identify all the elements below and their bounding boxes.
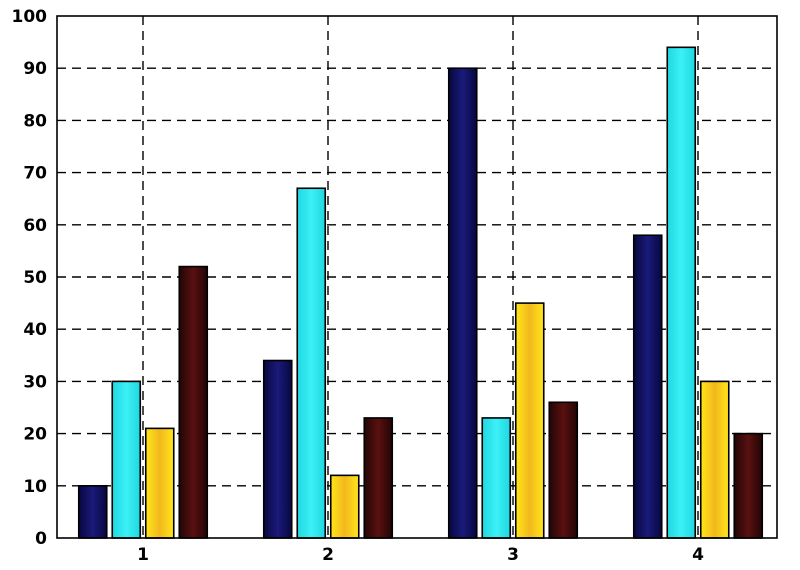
bar-series-2-cat-2 [296, 187, 327, 539]
bar-series-3-cat-4 [699, 380, 730, 539]
bar-series-4-cat-1 [178, 265, 209, 539]
bar-series-1-cat-4 [632, 234, 663, 539]
x-tick-label: 4 [692, 545, 704, 565]
bar-series-2-cat-3 [481, 417, 512, 539]
bar-series-4-cat-2 [363, 417, 394, 539]
x-axis-tick-labels: 1 2 3 4 [137, 545, 704, 565]
bar-series-1-cat-2 [262, 359, 293, 539]
bars [77, 46, 764, 539]
bar-series-2-cat-4 [666, 46, 697, 539]
y-tick-label: 90 [23, 59, 47, 79]
y-tick-label: 70 [23, 164, 47, 184]
y-axis-tick-labels: 0 10 20 30 40 50 60 70 80 90 100 [12, 7, 48, 549]
plot-frame [56, 15, 778, 539]
grid-lines [57, 16, 777, 538]
y-tick-label: 60 [23, 216, 47, 236]
bar-series-3-cat-1 [144, 427, 175, 539]
bar-series-4-cat-3 [548, 401, 579, 539]
y-tick-label: 30 [23, 372, 47, 392]
y-tick-label: 40 [23, 320, 47, 340]
y-tick-label: 0 [35, 529, 47, 549]
x-tick-label: 1 [137, 545, 149, 565]
bar-series-2-cat-1 [111, 380, 142, 539]
bar-series-1-cat-1 [77, 484, 108, 539]
x-tick-label: 2 [322, 545, 334, 565]
y-tick-label: 10 [23, 477, 47, 497]
y-tick-label: 20 [23, 425, 47, 445]
y-tick-label: 80 [23, 111, 47, 131]
bar-series-3-cat-3 [514, 302, 545, 539]
bar-series-3-cat-2 [329, 474, 360, 539]
y-tick-label: 100 [12, 7, 48, 27]
y-tick-label: 50 [23, 268, 47, 288]
x-tick-label: 3 [507, 545, 519, 565]
bar-series-4-cat-4 [733, 432, 764, 539]
bar-series-1-cat-3 [447, 67, 478, 539]
